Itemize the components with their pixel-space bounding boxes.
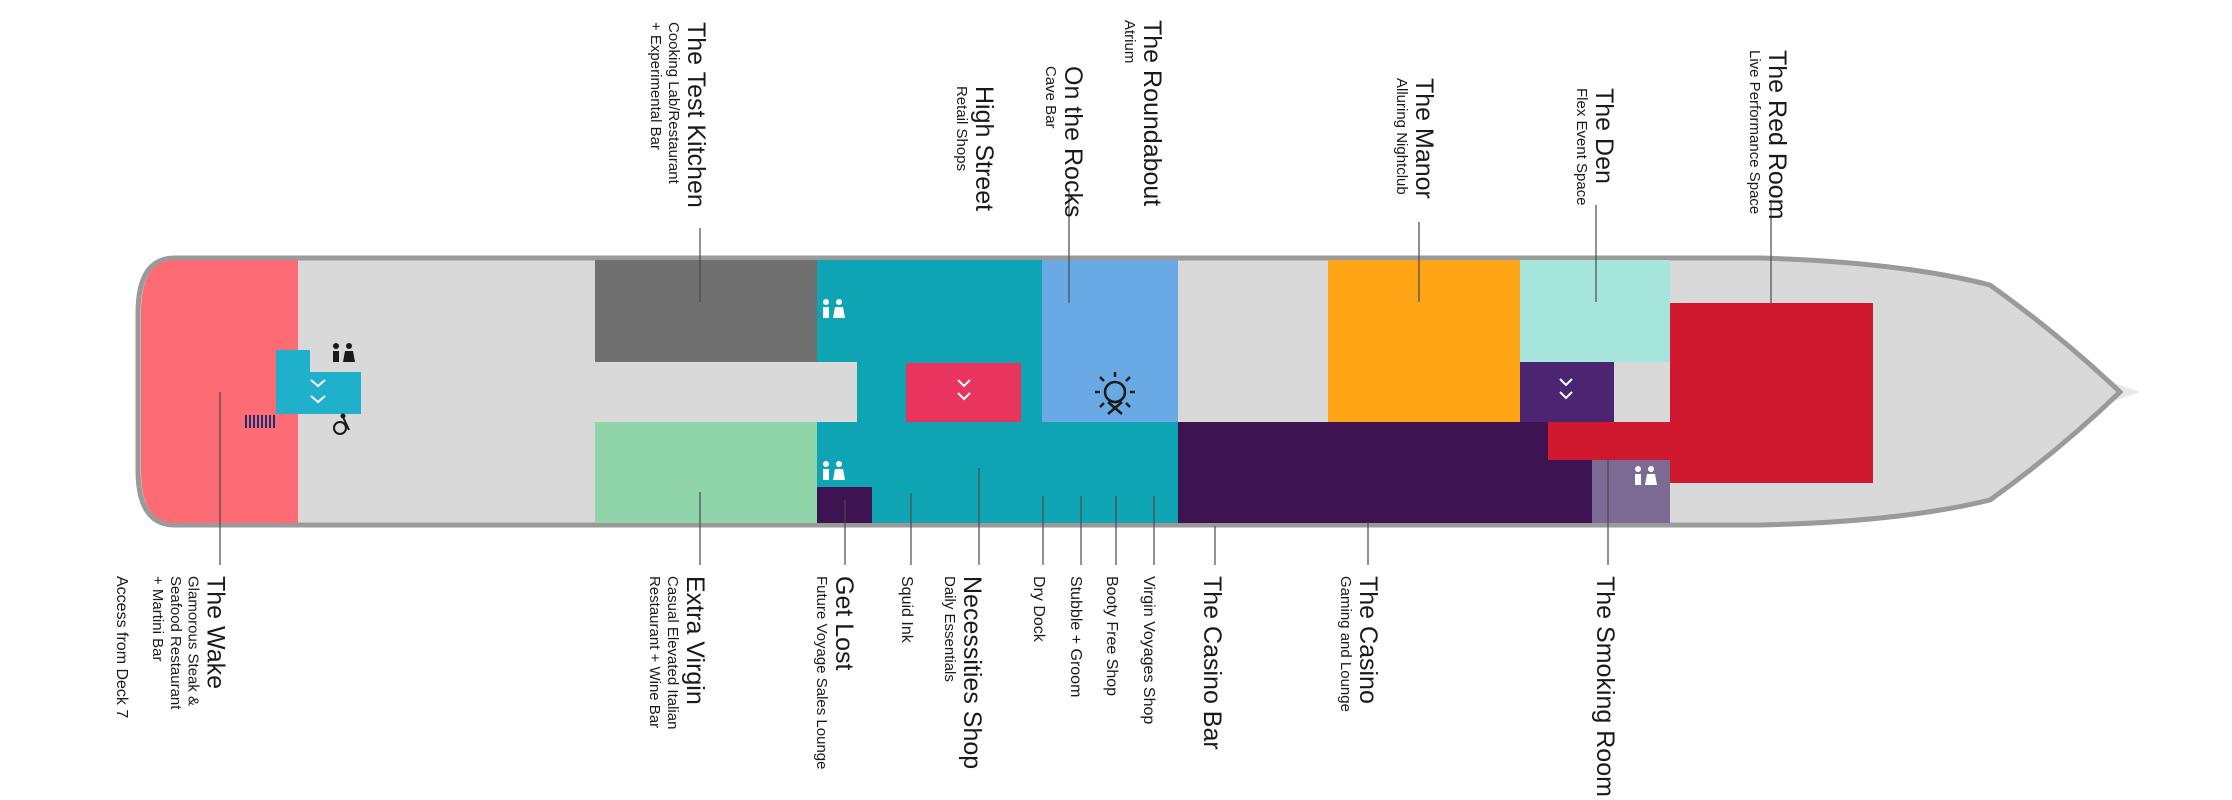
restroom-icon [823, 299, 845, 318]
label-subtitle: Flex Event Space [1572, 88, 1590, 206]
label-name: Booty Free Shop [1102, 576, 1120, 697]
label-high-street: High Street Retail Shops [952, 86, 998, 211]
label-name: The Red Room [1762, 50, 1791, 220]
label-subtitle: Glamorous Steak & [184, 576, 202, 707]
area-the-casino[interactable] [1178, 422, 1670, 523]
label-leader-lines [219, 188, 1772, 565]
label-subtitle: Future Voyage Sales Lounge [812, 576, 830, 770]
label-smoking-room: The Smoking Room [1591, 576, 1619, 797]
label-name: The Smoking Room [1591, 576, 1619, 797]
elevator-bank-aft [276, 350, 361, 414]
restroom-icon [1635, 466, 1657, 485]
elevator-bank-mid [906, 363, 1021, 422]
elevator-bank-fwd [1520, 362, 1614, 422]
label-name: Necessities Shop [957, 576, 986, 770]
label-subtitle: Seafood Restaurant [166, 576, 184, 710]
label-name: The Test Kitchen [681, 22, 710, 208]
elevator-icon [1559, 378, 1573, 400]
label-name: On the Rocks [1058, 66, 1087, 218]
label-virgin-voyages-shop: Virgin Voyages Shop [1139, 576, 1157, 724]
label-name: Dry Dock [1029, 576, 1047, 642]
label-necessities-shop: Necessities Shop Daily Essentials [940, 576, 986, 769]
label-roundabout: The Roundabout Atrium [1120, 20, 1166, 206]
restroom-icon [823, 461, 845, 480]
label-get-lost: Get Lost Future Voyage Sales Lounge [812, 576, 858, 769]
sun-deck-icon [1095, 372, 1135, 415]
restroom-icon [333, 343, 355, 362]
label-name: High Street [969, 86, 998, 212]
label-the-wake: The Wake Glamorous Steak & Seafood Resta… [148, 576, 230, 709]
label-subtitle: + Martini Bar [148, 576, 166, 662]
label-subtitle: Retail Shops [952, 86, 970, 172]
label-name: The Casino Bar [1198, 576, 1226, 750]
label-casino-bar: The Casino Bar [1198, 576, 1226, 750]
label-subtitle: Daily Essentials [940, 576, 958, 682]
area-test-kitchen[interactable] [595, 260, 817, 362]
label-name: Extra Virgin [680, 576, 709, 705]
label-subtitle: Cooking Lab/Restaurant [664, 22, 682, 184]
area-on-the-rocks[interactable] [1042, 260, 1178, 422]
elevator-icon [310, 379, 326, 404]
area-the-red-room[interactable] [1548, 303, 1873, 483]
accessible-icon [333, 413, 350, 435]
label-subtitle: Live Performance Space [1745, 50, 1763, 215]
stairs-icon [245, 415, 275, 428]
label-name: The Manor [1409, 78, 1438, 199]
label-name: Squid Ink [897, 576, 915, 643]
area-extra-virgin[interactable] [595, 422, 817, 523]
label-test-kitchen: The Test Kitchen Cooking Lab/Restaurant … [646, 22, 710, 208]
label-booty-free-shop: Booty Free Shop [1102, 576, 1120, 696]
label-extra-virgin: Extra Virgin Casual Elevated Italian Res… [645, 576, 709, 729]
label-subtitle: Cave Bar [1041, 66, 1059, 129]
label-access-deck-7: Access from Deck 7 [112, 576, 130, 718]
label-name: The Den [1589, 88, 1618, 184]
label-subtitle: + Experimental Bar [646, 22, 664, 150]
label-on-the-rocks: On the Rocks Cave Bar [1041, 66, 1087, 217]
label-subtitle: Alluring Nightclub [1392, 78, 1410, 195]
area-the-wake[interactable] [141, 260, 298, 523]
label-subtitle: Gaming and Lounge [1336, 576, 1354, 712]
label-stubble-groom: Stubble + Groom [1066, 576, 1084, 697]
label-the-red-room: The Red Room Live Performance Space [1745, 50, 1791, 220]
area-smoking-room[interactable] [1592, 460, 1670, 523]
label-name: The Wake [201, 576, 230, 690]
label-dry-dock: Dry Dock [1029, 576, 1047, 642]
elevator-icon [957, 379, 971, 401]
label-subtitle: Casual Elevated Italian [663, 576, 681, 730]
area-the-manor[interactable] [1328, 260, 1520, 422]
label-name: The Casino [1353, 576, 1382, 704]
label-name: Access from Deck 7 [112, 576, 130, 719]
label-subtitle: Atrium [1120, 20, 1138, 64]
label-name: Stubble + Groom [1066, 576, 1084, 698]
label-subtitle: Restaurant + Wine Bar [645, 576, 663, 729]
label-name: The Roundabout [1137, 20, 1166, 207]
label-the-manor: The Manor Alluring Nightclub [1392, 78, 1438, 199]
label-name: Get Lost [829, 576, 858, 671]
label-name: Virgin Voyages Shop [1139, 576, 1157, 725]
label-the-casino: The Casino Gaming and Lounge [1336, 576, 1382, 712]
label-squid-ink: Squid Ink [897, 576, 915, 643]
area-the-den[interactable] [1520, 260, 1670, 362]
label-the-den: The Den Flex Event Space [1572, 88, 1618, 206]
